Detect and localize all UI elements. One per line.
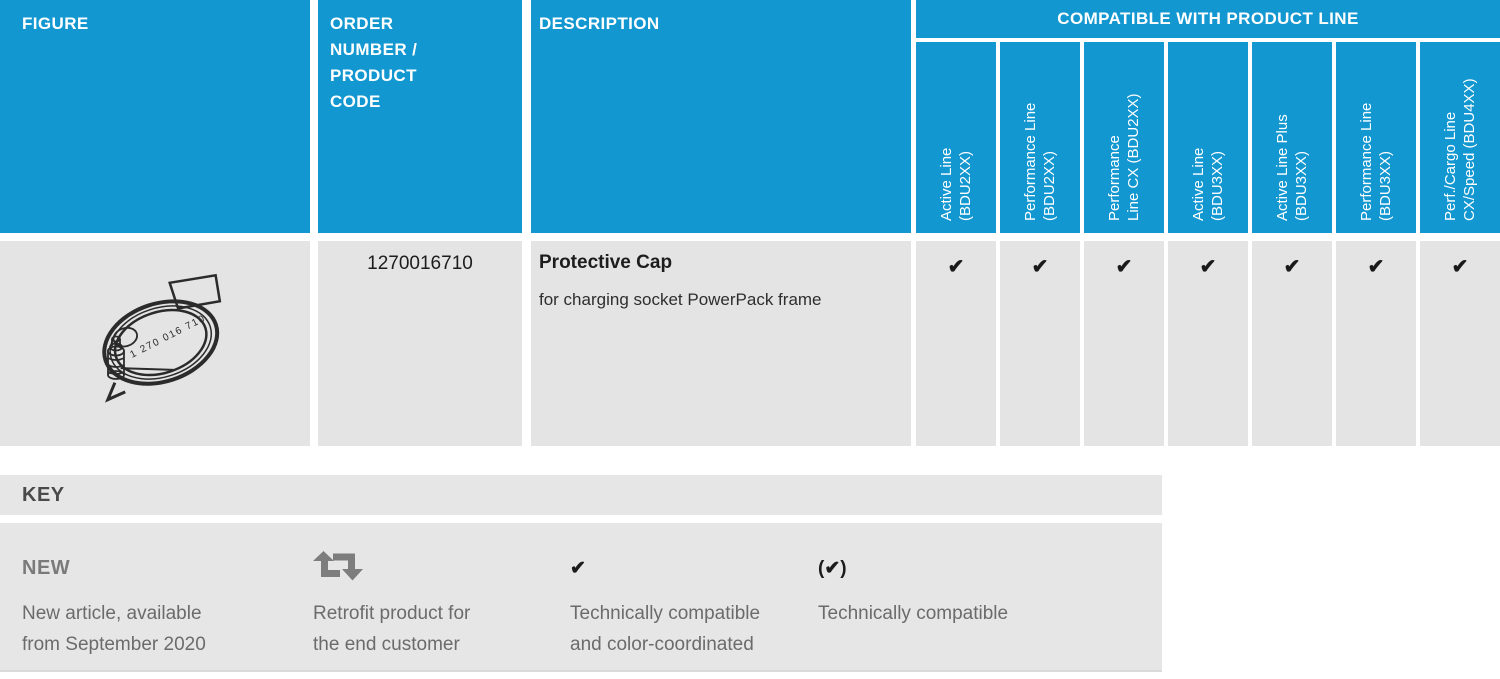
product-line-label: Performance Line (BDU2XX): [1022, 102, 1058, 221]
product-line-column-header: Performance Line (BDU2XX): [1000, 42, 1080, 233]
product-line-label: Performance Line CX (BDU2XX): [1106, 92, 1142, 221]
protective-cap-figure: 1 270 016 710: [102, 273, 222, 403]
key-item-text: Technically compatible and color-coordin…: [570, 603, 761, 655]
key-legend-panel: NEW New article, available from Septembe…: [0, 523, 1162, 672]
product-line-label: Performance Line (BDU3XX): [1358, 102, 1394, 221]
product-line-column-header: Perf./Cargo Line CX/Speed (BDU4XX): [1420, 42, 1500, 233]
product-line-label: Active Line (BDU2XX): [938, 147, 974, 221]
product-subtitle: for charging socket PowerPack frame: [539, 290, 822, 309]
paren-check-icon: (✔): [818, 557, 847, 579]
key-item-text: New article, available from September 20…: [22, 603, 206, 655]
retrofit-icon: [313, 549, 470, 587]
new-badge: NEW: [22, 556, 71, 579]
check-icon: ✔: [1115, 256, 1133, 278]
check-icon: ✔: [1367, 256, 1385, 278]
product-line-column-header: Active Line Plus (BDU3XX): [1252, 42, 1332, 233]
compatibility-row: ✔ ✔ ✔ ✔ ✔ ✔ ✔: [916, 241, 1500, 446]
check-icon: ✔: [1199, 256, 1217, 278]
check-icon: ✔: [1451, 256, 1469, 278]
description-cell: Protective Cap for charging socket Power…: [531, 241, 911, 446]
product-title: Protective Cap: [539, 252, 673, 273]
key-item-text: Technically compatible: [818, 603, 1009, 624]
product-line-column-header: Performance Line (BDU3XX): [1336, 42, 1416, 233]
check-icon: ✔: [1031, 256, 1049, 278]
check-icon: ✔: [947, 256, 965, 278]
key-item-check: ✔ Technically compatible and color-coord…: [570, 549, 760, 660]
figure-cell: [0, 241, 310, 446]
check-icon: ✔: [570, 557, 586, 579]
key-section-title: KEY: [0, 475, 1162, 515]
compatibility-check-cell: ✔: [1084, 241, 1164, 446]
column-header-description: DESCRIPTION: [531, 0, 911, 233]
key-item-new: NEW New article, available from Septembe…: [22, 549, 206, 660]
key-item-text: Retrofit product for the end customer: [313, 603, 471, 655]
compatibility-check-cell: ✔: [1000, 241, 1080, 446]
column-header-figure: FIGURE: [0, 0, 310, 233]
product-line-column-header: Active Line (BDU3XX): [1168, 42, 1248, 233]
figure-valve-pin: [107, 335, 125, 380]
compatibility-check-cell: ✔: [1420, 241, 1500, 446]
order-number-cell: 1270016710: [318, 241, 522, 446]
compatibility-check-cell: ✔: [1336, 241, 1416, 446]
product-line-column-header: Active Line (BDU2XX): [916, 42, 996, 233]
figure-engraving-text: 1 270 016 710: [128, 313, 207, 361]
check-icon: ✔: [1283, 256, 1301, 278]
column-header-compatible-group: COMPATIBLE WITH PRODUCT LINE: [916, 0, 1500, 38]
compatibility-check-cell: ✔: [916, 241, 996, 446]
product-line-label: Active Line Plus (BDU3XX): [1274, 113, 1310, 221]
product-line-header-row: Active Line (BDU2XX) Performance Line (B…: [916, 42, 1500, 233]
compatibility-check-cell: ✔: [1252, 241, 1332, 446]
key-item-retrofit: Retrofit product for the end customer: [313, 549, 470, 660]
product-line-label: Perf./Cargo Line CX/Speed (BDU4XX): [1442, 77, 1478, 221]
column-header-order-number: ORDER NUMBER / PRODUCT CODE: [318, 0, 522, 233]
compatibility-check-cell: ✔: [1168, 241, 1248, 446]
product-line-label: Active Line (BDU3XX): [1190, 147, 1226, 221]
key-item-paren-check: (✔) Technically compatible: [818, 549, 1008, 629]
product-line-column-header: Performance Line CX (BDU2XX): [1084, 42, 1164, 233]
